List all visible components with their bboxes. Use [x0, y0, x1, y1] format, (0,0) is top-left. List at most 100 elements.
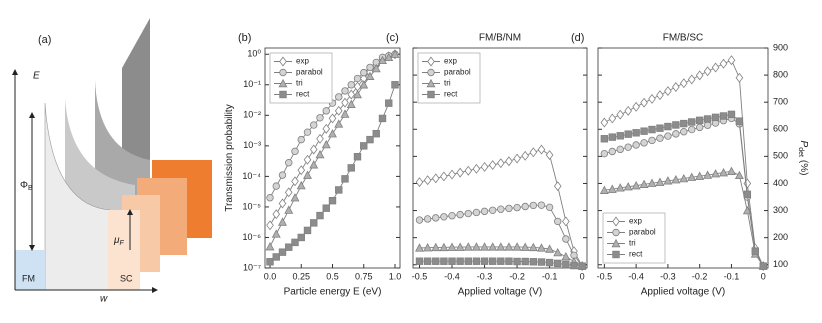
marker — [371, 63, 381, 73]
marker — [679, 78, 688, 89]
marker — [353, 153, 362, 161]
y-tick-label: 10⁰ — [247, 49, 261, 59]
barrier-layer — [122, 18, 150, 190]
marker — [505, 257, 513, 265]
marker — [415, 177, 424, 188]
phi-label: ΦB — [20, 180, 33, 192]
marker — [278, 248, 287, 256]
marker — [639, 179, 649, 188]
marker — [440, 257, 448, 265]
marker — [664, 132, 672, 140]
marker — [504, 242, 514, 251]
y-axis-label: Transmission probability — [224, 104, 235, 211]
marker — [687, 74, 696, 85]
marker — [316, 133, 324, 144]
marker — [520, 242, 530, 251]
x-axis-label: Particle energy E (eV) — [284, 287, 382, 298]
fm-label: FM — [22, 273, 35, 283]
marker — [647, 178, 657, 187]
marker — [488, 257, 497, 265]
marker — [624, 105, 632, 116]
y-tick-label: 10⁻⁷ — [243, 262, 261, 272]
marker — [359, 80, 369, 89]
x-tick-label: -0.3 — [477, 271, 493, 281]
marker — [423, 175, 432, 186]
marker — [309, 160, 319, 169]
marker — [719, 112, 728, 120]
marker — [297, 233, 305, 242]
marker — [616, 109, 625, 120]
marker — [415, 257, 424, 265]
marker — [272, 182, 280, 190]
marker — [497, 158, 505, 169]
marker — [679, 173, 689, 183]
y-tick-label: 10⁻⁴ — [242, 171, 261, 181]
marker — [335, 93, 343, 101]
marker — [624, 130, 632, 138]
marker — [480, 207, 489, 216]
marker — [536, 243, 546, 252]
marker — [648, 136, 656, 145]
marker — [545, 150, 554, 160]
marker — [385, 99, 393, 107]
energy-label: E — [33, 71, 40, 82]
marker — [415, 216, 424, 224]
x-tick-label: -0.4 — [444, 271, 460, 281]
marker — [440, 213, 448, 221]
marker — [291, 238, 299, 247]
marker — [608, 113, 617, 124]
marker — [290, 193, 300, 202]
marker — [340, 109, 350, 118]
marker — [505, 156, 513, 167]
marker — [427, 56, 435, 67]
marker — [529, 201, 538, 210]
marker — [447, 242, 457, 251]
marker — [726, 166, 736, 175]
panel-label: (b) — [238, 32, 251, 44]
marker — [695, 171, 705, 180]
marker — [423, 243, 433, 252]
marker — [334, 105, 343, 116]
marker — [570, 261, 578, 270]
legend-label: tri — [629, 239, 636, 248]
marker — [303, 226, 312, 235]
marker — [656, 90, 664, 101]
x-tick-label: -0.1 — [542, 271, 558, 281]
marker — [528, 242, 538, 252]
marker — [512, 242, 522, 251]
marker — [640, 97, 648, 108]
series-line — [269, 84, 396, 263]
marker — [303, 170, 312, 179]
marker — [688, 125, 696, 134]
marker — [711, 62, 720, 73]
marker — [472, 163, 481, 174]
marker — [521, 202, 529, 211]
y-tick-label: 10⁻¹ — [243, 79, 261, 89]
y-tick-label: 10⁻³ — [243, 140, 261, 150]
marker — [703, 121, 712, 129]
marker — [427, 90, 435, 99]
marker — [456, 210, 464, 219]
marker — [505, 204, 513, 213]
marker — [322, 204, 330, 212]
y-tick-label: 10⁻² — [243, 110, 261, 120]
marker — [640, 127, 648, 135]
marker — [488, 160, 497, 171]
marker — [431, 242, 441, 252]
marker — [384, 52, 394, 62]
marker — [310, 121, 318, 129]
marker — [561, 251, 571, 261]
marker — [427, 68, 435, 77]
x-tick-label: 0.75 — [355, 271, 373, 281]
marker — [378, 114, 387, 123]
marker — [279, 56, 287, 67]
marker — [664, 86, 672, 97]
marker — [347, 164, 355, 172]
legend-label: exp — [296, 57, 309, 66]
marker — [497, 257, 505, 265]
marker — [426, 78, 436, 88]
marker — [439, 242, 449, 252]
marker — [680, 119, 688, 128]
marker — [431, 173, 440, 184]
